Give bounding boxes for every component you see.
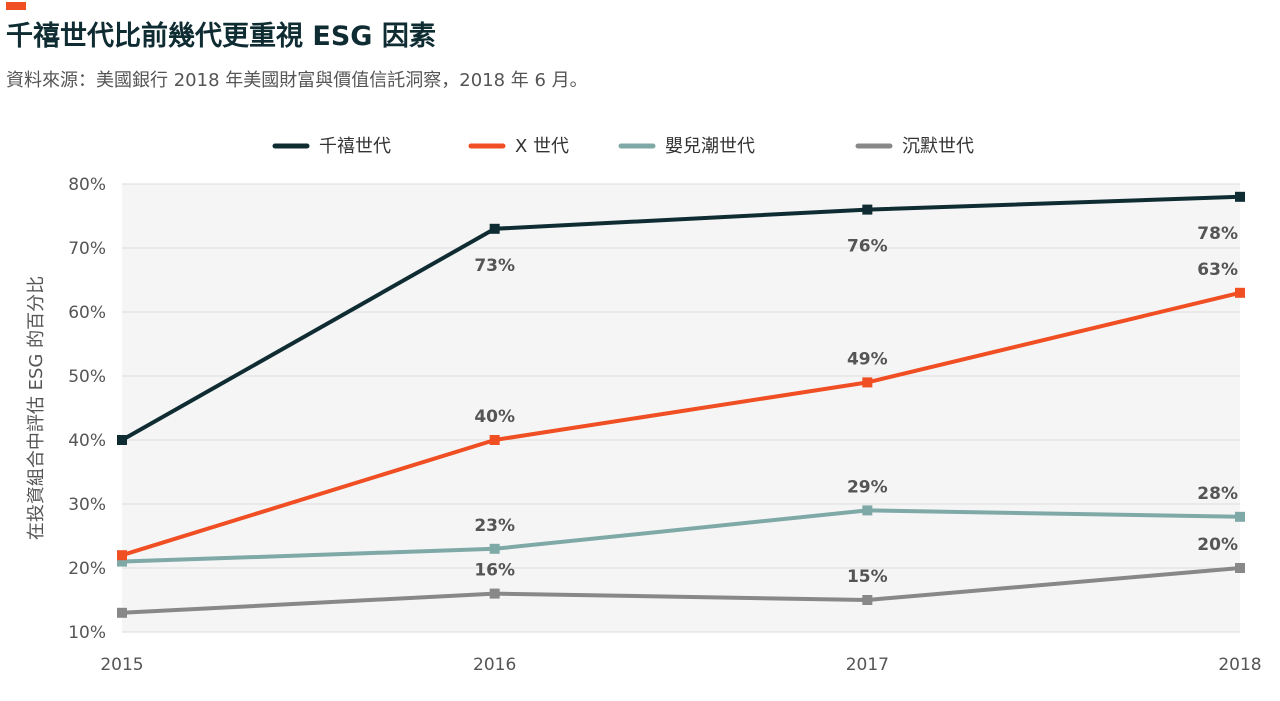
data-point: [1235, 191, 1245, 202]
chart-source-note: 資料來源：美國銀行 2018 年美國財富與價值信託洞察，2018 年 6 月。: [6, 70, 588, 91]
x-tick-label: 2017: [846, 655, 889, 675]
data-point: [1235, 287, 1245, 298]
x-tick-label: 2016: [473, 655, 516, 675]
series-line: [121, 194, 1241, 442]
chart-title: 千禧世代比前幾代更重視 ESG 因素: [6, 21, 436, 52]
data-label: 40%: [474, 407, 515, 427]
data-point: [489, 588, 500, 599]
series-line: [121, 508, 1241, 564]
plot-area: [122, 184, 1240, 632]
data-label: 15%: [847, 567, 888, 587]
y-tick-label: 60%: [68, 303, 106, 323]
gridlines: [122, 183, 1240, 633]
legend: 千禧世代 X 世代 嬰兒潮世代 沉默世代: [272, 136, 974, 157]
legend-label: X 世代: [515, 136, 569, 157]
data-label: 49%: [847, 349, 888, 369]
data-point: [117, 550, 127, 561]
data-label: 29%: [847, 477, 888, 497]
x-tick-label: 2018: [1218, 655, 1261, 675]
data-point: [117, 435, 127, 445]
data-point: [117, 607, 127, 618]
y-tick-label: 40%: [68, 431, 106, 451]
data-point: [862, 204, 873, 215]
y-tick-label: 10%: [68, 623, 106, 643]
data-point: [117, 556, 127, 567]
series-line: [121, 290, 1241, 558]
data-point: [862, 595, 873, 605]
data-label: 23%: [474, 516, 515, 536]
data-label: 63%: [1197, 260, 1238, 280]
data-label: 76%: [847, 237, 888, 257]
title-accent-bar: [6, 2, 26, 10]
data-label: 28%: [1197, 484, 1238, 504]
x-tick-label: 2015: [100, 655, 143, 675]
data-label: 73%: [474, 256, 515, 276]
series-lines: [117, 191, 1245, 618]
data-point: [489, 223, 500, 234]
data-point: [489, 435, 500, 445]
data-point: [1235, 511, 1245, 522]
data-labels: 16% 15% 20% 23% 29% 28% 40% 49% 63% 73% 76% 78%: [474, 224, 1238, 587]
data-point: [489, 543, 500, 554]
data-label: 20%: [1197, 535, 1238, 555]
y-tick-label: 80%: [68, 175, 106, 195]
legend-label: 沉默世代: [902, 136, 974, 157]
data-label: 78%: [1197, 224, 1238, 244]
y-axis-ticks: 10% 20% 30% 40% 50% 60% 70% 80%: [68, 175, 106, 643]
legend-label: 嬰兒潮世代: [665, 136, 755, 157]
x-axis-ticks: 2015 2016 2017 2018: [100, 655, 1261, 675]
y-tick-label: 70%: [68, 239, 106, 259]
series-line: [121, 566, 1241, 615]
y-tick-label: 20%: [68, 559, 106, 579]
y-axis-title: 在投資組合中評估 ESG 的百分比: [26, 276, 47, 540]
data-point: [862, 505, 873, 516]
y-tick-label: 50%: [68, 367, 106, 387]
data-label: 16%: [474, 561, 515, 581]
y-tick-label: 30%: [68, 495, 106, 515]
data-point: [1235, 563, 1245, 573]
legend-label: 千禧世代: [319, 136, 391, 157]
data-point: [862, 377, 873, 388]
